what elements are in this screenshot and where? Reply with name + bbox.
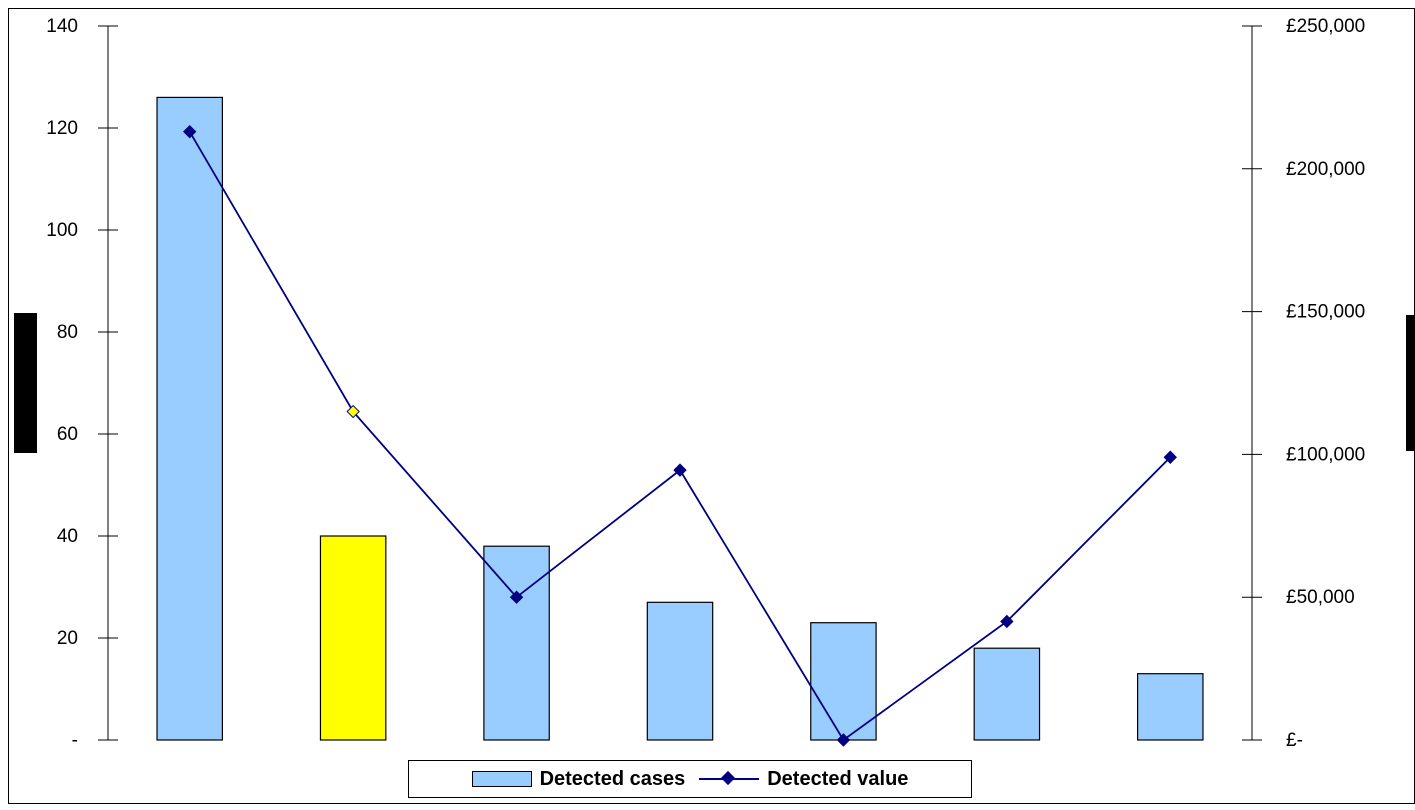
right-axis-title-marker — [1406, 315, 1415, 451]
right-tick-label: £100,000 — [1286, 444, 1365, 465]
left-tick-label: 140 — [46, 16, 78, 37]
legend-item-value: Detected value — [699, 768, 908, 791]
left-tick-label: 20 — [57, 628, 78, 649]
right-tick-label: £250,000 — [1286, 16, 1365, 37]
bar — [973, 647, 1041, 741]
bar-series — [156, 96, 1204, 741]
left-axis-title-marker — [14, 313, 37, 453]
line-point — [183, 124, 197, 139]
line-point — [836, 733, 851, 747]
bar — [483, 545, 550, 741]
line-point — [673, 463, 687, 477]
line-series — [183, 124, 1177, 747]
left-tick-label: 100 — [46, 220, 78, 241]
legend-bar-swatch — [471, 771, 532, 787]
legend-line-swatch — [699, 771, 760, 787]
left-tick-label: 40 — [57, 526, 78, 547]
bar — [646, 601, 714, 741]
right-axis: £- £50,000 £100,000 £150,000 £200,000 £250,00… — [1242, 16, 1365, 751]
bar — [1136, 673, 1204, 741]
chart-legend: Detected cases Detected value — [408, 760, 972, 798]
line-point — [1000, 614, 1014, 629]
right-tick-label: £150,000 — [1286, 302, 1365, 323]
right-tick-label: £- — [1286, 730, 1303, 751]
bar — [319, 535, 387, 741]
left-tick-label: 80 — [57, 322, 78, 343]
legend-item-cases: Detected cases — [471, 767, 686, 791]
right-tick-label: £50,000 — [1286, 587, 1355, 608]
left-tick-label: 60 — [57, 424, 78, 445]
right-tick-label: £200,000 — [1286, 159, 1365, 180]
legend-label-cases: Detected cases — [539, 767, 686, 790]
bar — [156, 96, 223, 741]
legend-label-value: Detected value — [767, 767, 909, 790]
line-point — [346, 404, 360, 419]
left-tick-label: - — [72, 730, 78, 751]
left-axis: - 20 40 60 80 100 120 140 — [46, 16, 118, 751]
left-tick-label: 120 — [46, 118, 78, 139]
line-point — [1163, 450, 1177, 464]
line-point — [509, 590, 524, 604]
bar — [810, 622, 877, 741]
